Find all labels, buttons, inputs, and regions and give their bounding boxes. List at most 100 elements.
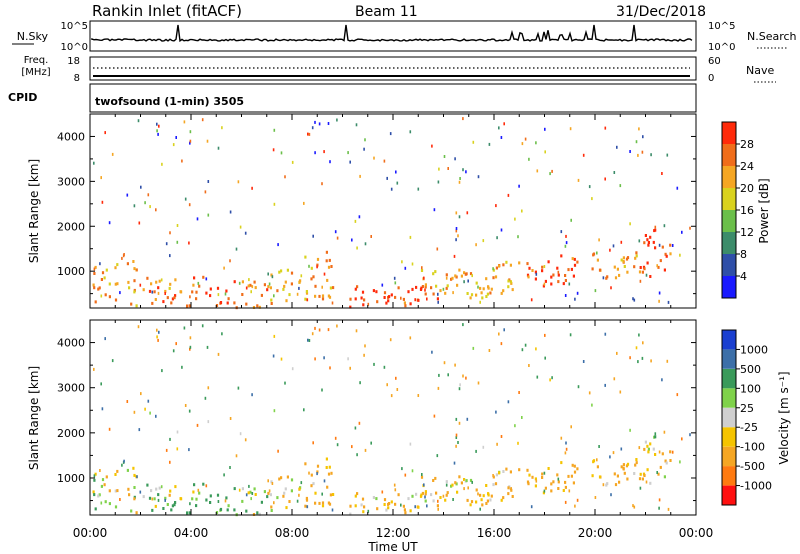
data-cell [93, 367, 95, 371]
data-cell [437, 180, 440, 184]
data-cell [569, 127, 572, 131]
data-cell [455, 227, 458, 230]
data-cell [409, 336, 412, 340]
data-cell [349, 160, 351, 164]
data-cell [646, 261, 649, 265]
data-cell [157, 286, 160, 290]
data-cell [479, 286, 482, 290]
colorbar-tick-label: 25 [740, 402, 754, 415]
data-cell [326, 485, 329, 489]
data-cell [140, 392, 142, 396]
data-cell [646, 444, 649, 448]
colorbar-tick-label: 12 [740, 226, 754, 239]
data-cell [237, 386, 240, 390]
data-cell [151, 497, 154, 501]
data-cell [394, 502, 397, 506]
data-cell [543, 282, 546, 286]
data-cell [373, 362, 375, 366]
data-cell [622, 260, 625, 263]
data-cell [477, 492, 479, 496]
data-cell [485, 484, 488, 487]
data-cell [321, 492, 323, 496]
data-cell [267, 285, 270, 289]
nsky-label: N.Sky [17, 30, 49, 43]
data-cell [169, 489, 172, 493]
data-cell [285, 506, 288, 510]
data-cell [189, 502, 191, 506]
data-cell [466, 417, 469, 421]
data-cell [469, 272, 473, 276]
data-cell [401, 467, 403, 471]
data-cell [360, 296, 363, 300]
data-cell [487, 492, 490, 496]
data-cell [445, 483, 448, 487]
data-cell [270, 480, 273, 484]
data-cell [644, 440, 647, 444]
data-cell [663, 475, 666, 479]
data-cell [447, 167, 449, 170]
data-cell [217, 146, 220, 150]
data-cell [489, 498, 492, 502]
data-cell [423, 483, 425, 487]
data-cell [311, 332, 314, 336]
data-cell [629, 428, 631, 432]
data-cell [133, 267, 136, 271]
data-cell [521, 209, 523, 213]
data-cell [459, 383, 461, 387]
data-cell [415, 285, 418, 289]
data-cell [176, 430, 179, 434]
data-cell [300, 274, 303, 278]
data-cell [649, 442, 652, 446]
data-cell [269, 493, 272, 497]
data-cell [526, 468, 529, 472]
data-cell [355, 329, 358, 333]
data-cell [646, 468, 649, 472]
data-cell [454, 481, 457, 485]
data-cell [157, 498, 160, 502]
data-cell [458, 180, 461, 184]
data-cell [256, 511, 259, 515]
data-cell [492, 474, 494, 477]
data-cell [524, 343, 527, 347]
colorbar-tick-label: 8 [740, 248, 747, 261]
data-cell [404, 304, 407, 308]
data-cell [634, 463, 637, 467]
data-cell [310, 484, 313, 488]
data-cell [576, 260, 579, 264]
data-cell [567, 268, 570, 272]
data-cell [596, 465, 599, 469]
data-cell [500, 228, 503, 232]
y-tick-label: 3000 [57, 382, 85, 395]
data-cell [526, 262, 529, 266]
data-cell [459, 177, 461, 180]
data-cell [139, 490, 142, 494]
data-cell [140, 185, 142, 189]
data-cell [633, 505, 636, 509]
data-cell [296, 292, 299, 296]
data-cell [629, 222, 631, 226]
data-cell [432, 272, 435, 276]
data-cell [437, 507, 439, 511]
data-cell [661, 172, 663, 175]
data-cell [282, 494, 285, 498]
data-cell [123, 459, 125, 463]
data-cell [233, 280, 236, 284]
data-cell [161, 162, 163, 166]
nsky-panel-frame [89, 20, 697, 52]
nsky-tick-bottom: 10^0 [61, 42, 88, 53]
data-cell [263, 490, 266, 494]
data-cell [569, 333, 572, 337]
data-cell [277, 243, 279, 247]
data-cell [119, 498, 121, 501]
data-cell [205, 484, 208, 488]
data-cell [632, 504, 634, 508]
data-cell [659, 259, 662, 263]
data-cell [316, 472, 318, 476]
data-cell [363, 147, 365, 151]
data-cell [609, 248, 611, 252]
data-cell [192, 283, 195, 287]
data-cell [104, 337, 106, 341]
data-cell [356, 492, 359, 496]
data-cell [470, 293, 474, 297]
data-cell [169, 460, 171, 464]
